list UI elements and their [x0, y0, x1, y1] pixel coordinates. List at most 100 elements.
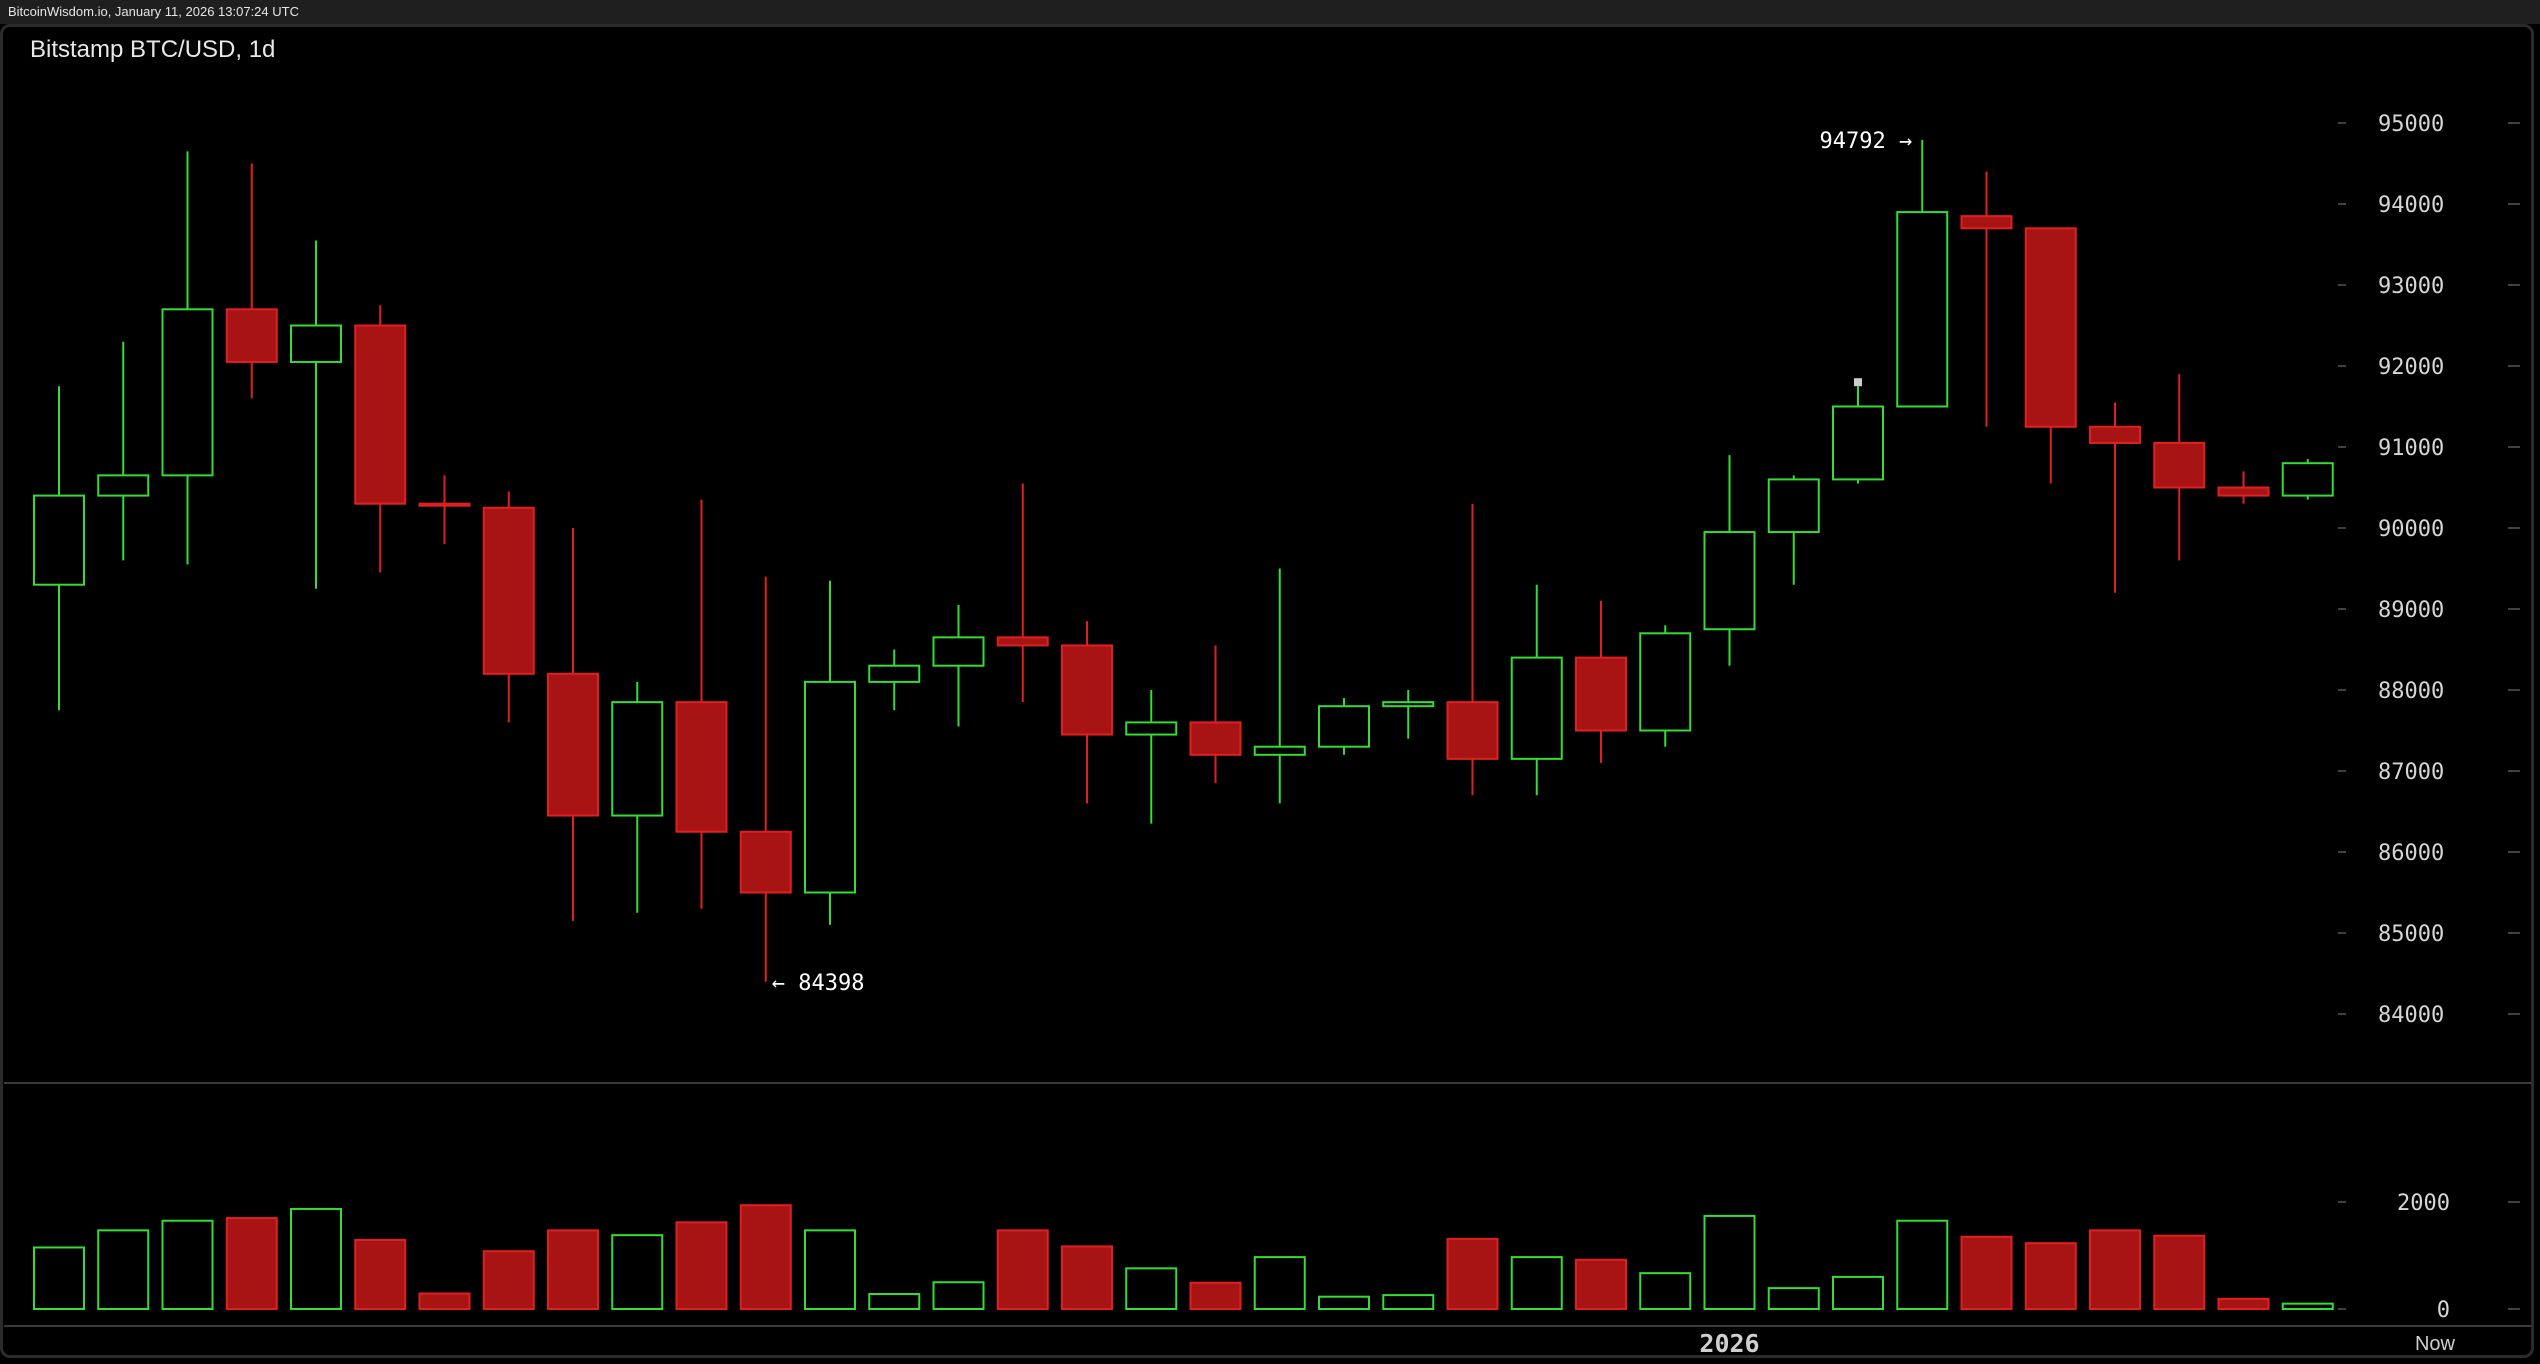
- candle-down: [1575, 600, 1627, 763]
- volume-tick-label: 2000: [2397, 1191, 2450, 1216]
- candle-up: [1318, 698, 1370, 755]
- candle-down: [2089, 402, 2141, 593]
- volume-bar-down: [1189, 1281, 1242, 1311]
- candle-body: [1703, 531, 1756, 631]
- candle-down: [1189, 645, 1242, 784]
- high-price-annotation: 94792 →: [1820, 129, 1913, 154]
- candle-body: [2217, 486, 2270, 497]
- candle-body: [547, 672, 599, 817]
- volume-bar-up: [1703, 1214, 1756, 1311]
- candle-up: [611, 681, 664, 913]
- candle-up: [1639, 625, 1692, 747]
- candle-down: [1960, 171, 2013, 427]
- candle-up: [1703, 455, 1756, 666]
- candle-body: [482, 506, 535, 675]
- price-tick-label: 95000: [2378, 112, 2444, 137]
- volume-bar-down: [418, 1292, 471, 1310]
- candle-down: [1061, 621, 1113, 804]
- price-tick-label: 93000: [2378, 274, 2444, 299]
- candle-body: [161, 308, 214, 477]
- candle-down: [2153, 374, 2206, 561]
- candle-up: [1896, 139, 1949, 408]
- candle-body: [1510, 656, 1563, 760]
- price-tick-label: 90000: [2378, 517, 2444, 542]
- volume-bar-up: [1639, 1272, 1692, 1311]
- volume-bar-up: [932, 1281, 985, 1310]
- candle-body: [804, 680, 856, 894]
- price-tick-label: 92000: [2378, 355, 2444, 380]
- price-tick-label: 94000: [2378, 193, 2444, 218]
- volume-bar-up: [33, 1246, 85, 1310]
- candle-body: [1382, 701, 1435, 708]
- candle-down: [482, 491, 535, 723]
- volume-bar-down: [547, 1229, 599, 1310]
- volume-bar-down: [482, 1250, 535, 1310]
- volume-bar-down: [1960, 1235, 2013, 1311]
- candle-up: [33, 386, 85, 711]
- candle-body: [33, 494, 85, 586]
- top-status-bar: BitcoinWisdom.io, January 11, 2026 13:07…: [0, 0, 2540, 24]
- volume-bar-down: [354, 1238, 407, 1310]
- candle-up: [161, 151, 214, 565]
- candle-body: [1253, 745, 1306, 756]
- candle-up: [1510, 584, 1563, 796]
- candle-body: [97, 474, 150, 497]
- volume-bar-down: [2089, 1229, 2141, 1310]
- candle-body: [675, 701, 728, 833]
- candle-up: [932, 604, 985, 727]
- candle-down: [225, 163, 278, 399]
- candle-body: [868, 664, 921, 683]
- candle-body: [418, 502, 471, 507]
- candle-up: [290, 240, 342, 589]
- source-timestamp: BitcoinWisdom.io, January 11, 2026 13:07…: [8, 4, 299, 19]
- volume-bar-down: [1446, 1237, 1499, 1311]
- volume-bar-up: [2281, 1302, 2334, 1311]
- volume-bar-down: [675, 1221, 728, 1310]
- volume-bar-up: [1382, 1294, 1435, 1310]
- candle-up: [2281, 459, 2334, 500]
- grid-layer: [4, 122, 2532, 1327]
- candle-down: [2217, 471, 2270, 504]
- price-tick-label: 85000: [2378, 922, 2444, 947]
- candle-body: [1960, 215, 2013, 230]
- volume-bar-down: [739, 1204, 792, 1310]
- candle-down: [739, 576, 792, 982]
- volume-bar-up: [1510, 1256, 1563, 1310]
- candle-down: [675, 499, 728, 909]
- candle-body: [996, 636, 1049, 647]
- candle-down: [1446, 503, 1499, 796]
- candle-up: [804, 580, 856, 925]
- volume-bar-down: [2153, 1234, 2206, 1310]
- candle-body: [354, 324, 407, 505]
- volume-bar-up: [804, 1229, 856, 1310]
- candle-up: [1125, 690, 1178, 824]
- volume-bar-down: [1061, 1245, 1113, 1311]
- chart-frame: [0, 24, 2534, 1358]
- candle-up: [868, 649, 921, 711]
- volume-bar-up: [161, 1219, 214, 1310]
- candle-up: [1767, 475, 1820, 585]
- candle-body: [739, 830, 792, 894]
- volume-bar-up: [1767, 1287, 1820, 1311]
- candle-down: [354, 305, 407, 573]
- candle-body: [611, 701, 664, 817]
- volume-bar-up: [1318, 1295, 1370, 1310]
- candle-down: [2024, 227, 2077, 484]
- annotation-layer: 94792 → ← 84398: [772, 129, 1913, 996]
- current-marker: [1854, 378, 1862, 387]
- candle-body: [2024, 227, 2077, 428]
- low-price-annotation: ← 84398: [772, 971, 865, 996]
- volume-bar-down: [1575, 1258, 1627, 1311]
- candle-body: [1896, 211, 1949, 408]
- candle-body: [290, 324, 342, 363]
- volume-bar-up: [1125, 1267, 1178, 1310]
- axis-layer: 95000 94000 93000 92000 91000 90000 89000 88000…: [1699, 112, 2455, 1358]
- volume-bar-down: [2217, 1297, 2270, 1310]
- volume-bar-up: [290, 1207, 342, 1310]
- price-tick-label: 84000: [2378, 1003, 2444, 1028]
- price-tick-label: 91000: [2378, 436, 2444, 461]
- candle-body: [225, 308, 278, 363]
- volume-bar-up: [97, 1229, 150, 1310]
- now-label: Now: [2415, 1333, 2456, 1355]
